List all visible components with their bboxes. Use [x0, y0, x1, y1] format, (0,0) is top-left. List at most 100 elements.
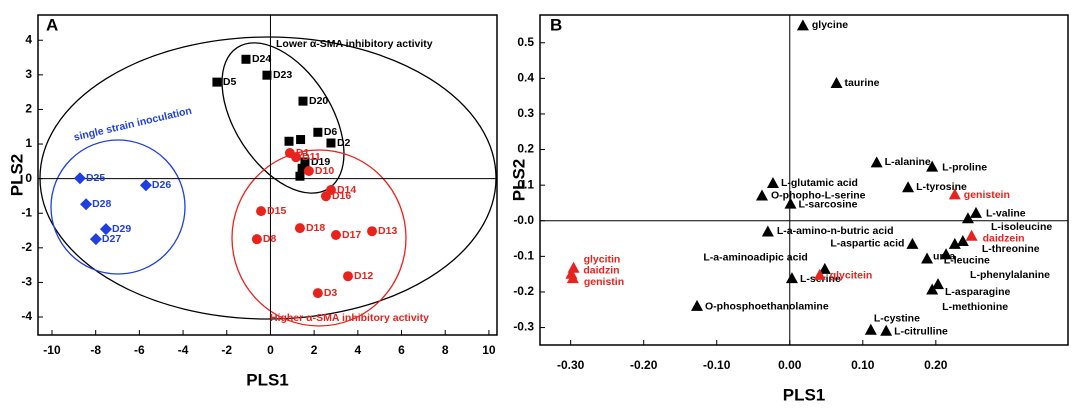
x-tick-label: 10 [482, 343, 496, 357]
x-tick-label: 6 [398, 343, 405, 357]
point [241, 54, 251, 64]
point [926, 283, 939, 295]
x-tick-label: 4 [354, 343, 361, 357]
y-tick-label: 3 [25, 67, 32, 81]
point-label: genistin [584, 276, 624, 288]
point [969, 206, 982, 218]
y-tick-label: -3 [21, 275, 32, 289]
point-label: D14 [337, 184, 356, 196]
point-label: glycitin [584, 254, 621, 266]
y-axis-label: PLS2 [7, 154, 26, 197]
x-tick-label: -2 [221, 343, 232, 357]
y-tick-label: 0.4 [517, 71, 534, 85]
x-axis-label: PLS1 [246, 370, 289, 389]
panel-title: A [46, 15, 58, 34]
point [566, 272, 579, 284]
point-label: D15 [267, 205, 286, 217]
point-label: D19 [311, 156, 330, 168]
point-label: L-sarcosine [798, 198, 857, 210]
point-label: D3 [324, 287, 338, 299]
x-tick-label: -0.30 [557, 358, 585, 372]
point-label: L-citrulline [894, 326, 948, 338]
x-tick-label: -0.20 [630, 358, 658, 372]
point [948, 188, 961, 200]
point [343, 271, 354, 282]
point [256, 206, 267, 217]
y-tick-label: 0 [25, 171, 32, 185]
point [932, 278, 945, 290]
point [691, 299, 704, 311]
y-tick-label: 0.2 [517, 142, 534, 156]
x-tick-label: -8 [90, 343, 101, 357]
y-tick-label: -0.0 [513, 213, 534, 227]
point [296, 135, 306, 145]
point [291, 152, 302, 163]
point-label: D5 [223, 76, 237, 88]
x-tick-label: 2 [311, 343, 318, 357]
point-label: L-isoleucine [991, 221, 1052, 233]
point-label: L-asparagine [945, 286, 1011, 298]
point [300, 157, 310, 167]
point [756, 189, 769, 201]
point [785, 272, 798, 284]
point-label: D6 [324, 126, 338, 138]
point [956, 235, 969, 247]
point-label: L-tyrosine [916, 181, 967, 193]
y-tick-label: 0.1 [517, 177, 534, 191]
point [262, 70, 272, 80]
point [766, 177, 779, 189]
point-label: D11 [302, 151, 321, 163]
point-label: D23 [273, 69, 292, 81]
point [906, 237, 919, 249]
point [761, 225, 774, 237]
x-tick-label: 0.00 [778, 358, 802, 372]
point [926, 160, 939, 172]
point-label: L-cystine [874, 312, 920, 324]
point [948, 237, 961, 249]
point-label: O-phopho-L-serine [771, 189, 866, 201]
y-tick-label: 0.3 [517, 106, 534, 120]
point-label: L-proline [942, 161, 987, 173]
point-label: D29 [112, 223, 131, 235]
point [251, 234, 262, 245]
point-label: daidzin [583, 265, 619, 277]
point [294, 223, 305, 234]
point [326, 138, 336, 148]
y-tick-label: 1 [25, 136, 32, 150]
point-label: daidzein [983, 232, 1025, 244]
point [940, 248, 953, 260]
point-label: L-alanine [885, 156, 931, 168]
annotation: single strain inoculation [73, 105, 193, 144]
point [303, 166, 314, 177]
point [567, 261, 580, 273]
x-tick-label: -6 [134, 343, 145, 357]
point-label: D2 [337, 137, 351, 149]
point [880, 324, 893, 336]
point-label: D17 [342, 229, 361, 241]
point-label: D28 [92, 198, 111, 210]
point-label: D27 [102, 233, 121, 245]
point-label: taurine [844, 77, 879, 89]
point-label: D20 [309, 95, 328, 107]
point [313, 127, 323, 137]
y-tick-label: -1 [21, 205, 32, 219]
plot-frame [37, 14, 498, 336]
point-label: L-a-amino-n-butric acid [777, 225, 894, 237]
point-label: D12 [354, 270, 373, 282]
y-tick-label: -0.3 [513, 320, 534, 334]
point [99, 223, 112, 236]
point-label: glycine [812, 19, 848, 31]
x-tick-label: 0.20 [924, 358, 948, 372]
x-axis-label: PLS1 [783, 385, 826, 404]
point-label: D13 [378, 225, 397, 237]
point-label: L-aspartic acid [830, 238, 904, 250]
panel-title: B [550, 15, 562, 34]
point-label: L-a-aminoadipic acid [703, 252, 807, 264]
point [796, 19, 809, 31]
point [320, 191, 331, 202]
x-tick-label: 0.10 [851, 358, 875, 372]
point-label: D18 [306, 222, 325, 234]
point [813, 268, 826, 280]
plot-frame [539, 14, 1069, 346]
point [830, 76, 843, 88]
